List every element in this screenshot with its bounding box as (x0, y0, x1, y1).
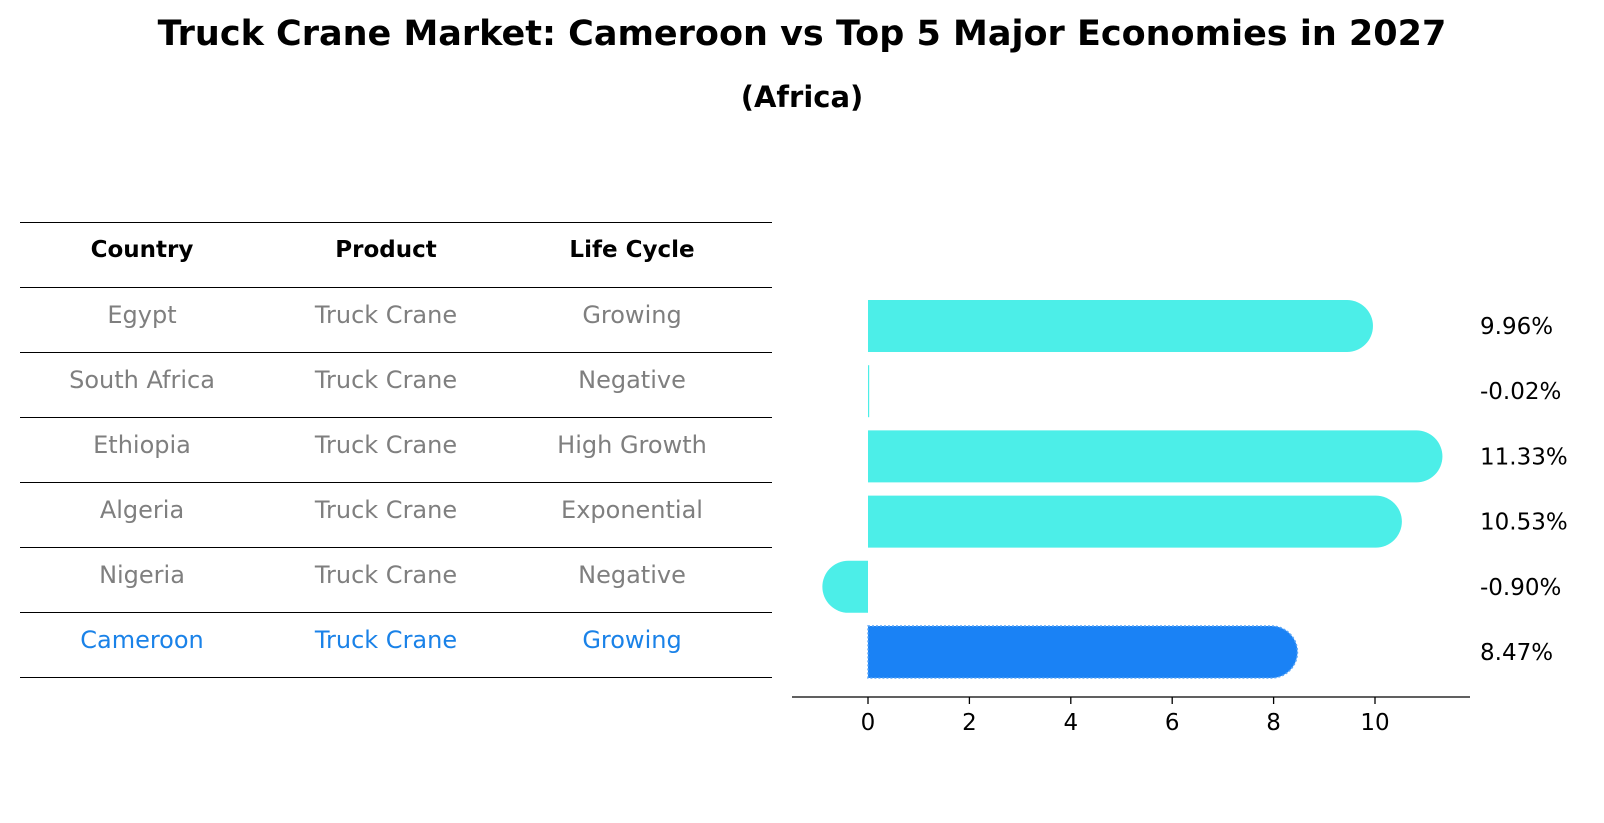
table-rule (20, 547, 772, 548)
table-cell-product: Truck Crane (314, 431, 458, 459)
column-header-country: Country (90, 237, 194, 263)
table-cell-country: Ethiopia (93, 431, 191, 459)
table-cell-product: Truck Crane (314, 561, 458, 589)
table-cell-country: Nigeria (99, 561, 185, 589)
chart-subtitle: (Africa) (740, 80, 864, 114)
table-cell-product: Truck Crane (314, 366, 458, 394)
bar-egypt (868, 300, 1373, 352)
table-rule (20, 287, 772, 288)
x-tick-label: 0 (861, 710, 876, 736)
bar-algeria (868, 495, 1402, 548)
bar-value-label: 9.96% (1480, 314, 1553, 340)
bar-value-label: 11.33% (1480, 444, 1568, 470)
x-tick-label: 4 (1063, 710, 1078, 736)
bar-value-label: -0.90% (1480, 575, 1561, 601)
bar-south-africa (868, 365, 870, 418)
table-cell-product: Truck Crane (314, 301, 458, 329)
table-rule (20, 352, 772, 353)
x-tick-label: 6 (1165, 710, 1180, 736)
table-cell-product: Truck Crane (314, 496, 458, 524)
table-cell-country: South Africa (69, 366, 215, 394)
column-header-life-cycle: Life Cycle (569, 237, 695, 263)
table-cell-life-cycle-highlight: Growing (582, 626, 682, 654)
x-tick-label: 2 (962, 710, 977, 736)
table-rule (20, 482, 772, 483)
table-cell-country: Algeria (99, 496, 185, 524)
bar-cameroon (867, 625, 1299, 679)
table-cell-country: Egypt (107, 301, 177, 329)
x-tick-label: 10 (1360, 710, 1389, 736)
table-cell-life-cycle: Growing (582, 301, 682, 329)
table-cell-product-highlight: Truck Crane (314, 626, 458, 654)
table-cell-life-cycle: High Growth (557, 431, 707, 459)
bar-value-label: 8.47% (1480, 640, 1553, 666)
table-cell-country-highlight: Cameroon (80, 626, 204, 654)
table-rule (20, 677, 772, 678)
bar-nigeria (822, 560, 868, 613)
x-tick-label: 8 (1266, 710, 1281, 736)
table-rule (20, 417, 772, 418)
table-cell-life-cycle: Exponential (561, 496, 703, 524)
bar-ethiopia (868, 430, 1443, 483)
column-header-product: Product (335, 237, 437, 263)
table-rule (20, 612, 772, 613)
bar-value-label: 10.53% (1480, 510, 1568, 536)
chart-title: Truck Crane Market: Cameroon vs Top 5 Ma… (157, 14, 1447, 54)
table-rule (20, 222, 772, 223)
table-cell-life-cycle: Negative (578, 366, 686, 394)
bar-value-label: -0.02% (1480, 379, 1561, 405)
table-cell-life-cycle: Negative (578, 561, 686, 589)
